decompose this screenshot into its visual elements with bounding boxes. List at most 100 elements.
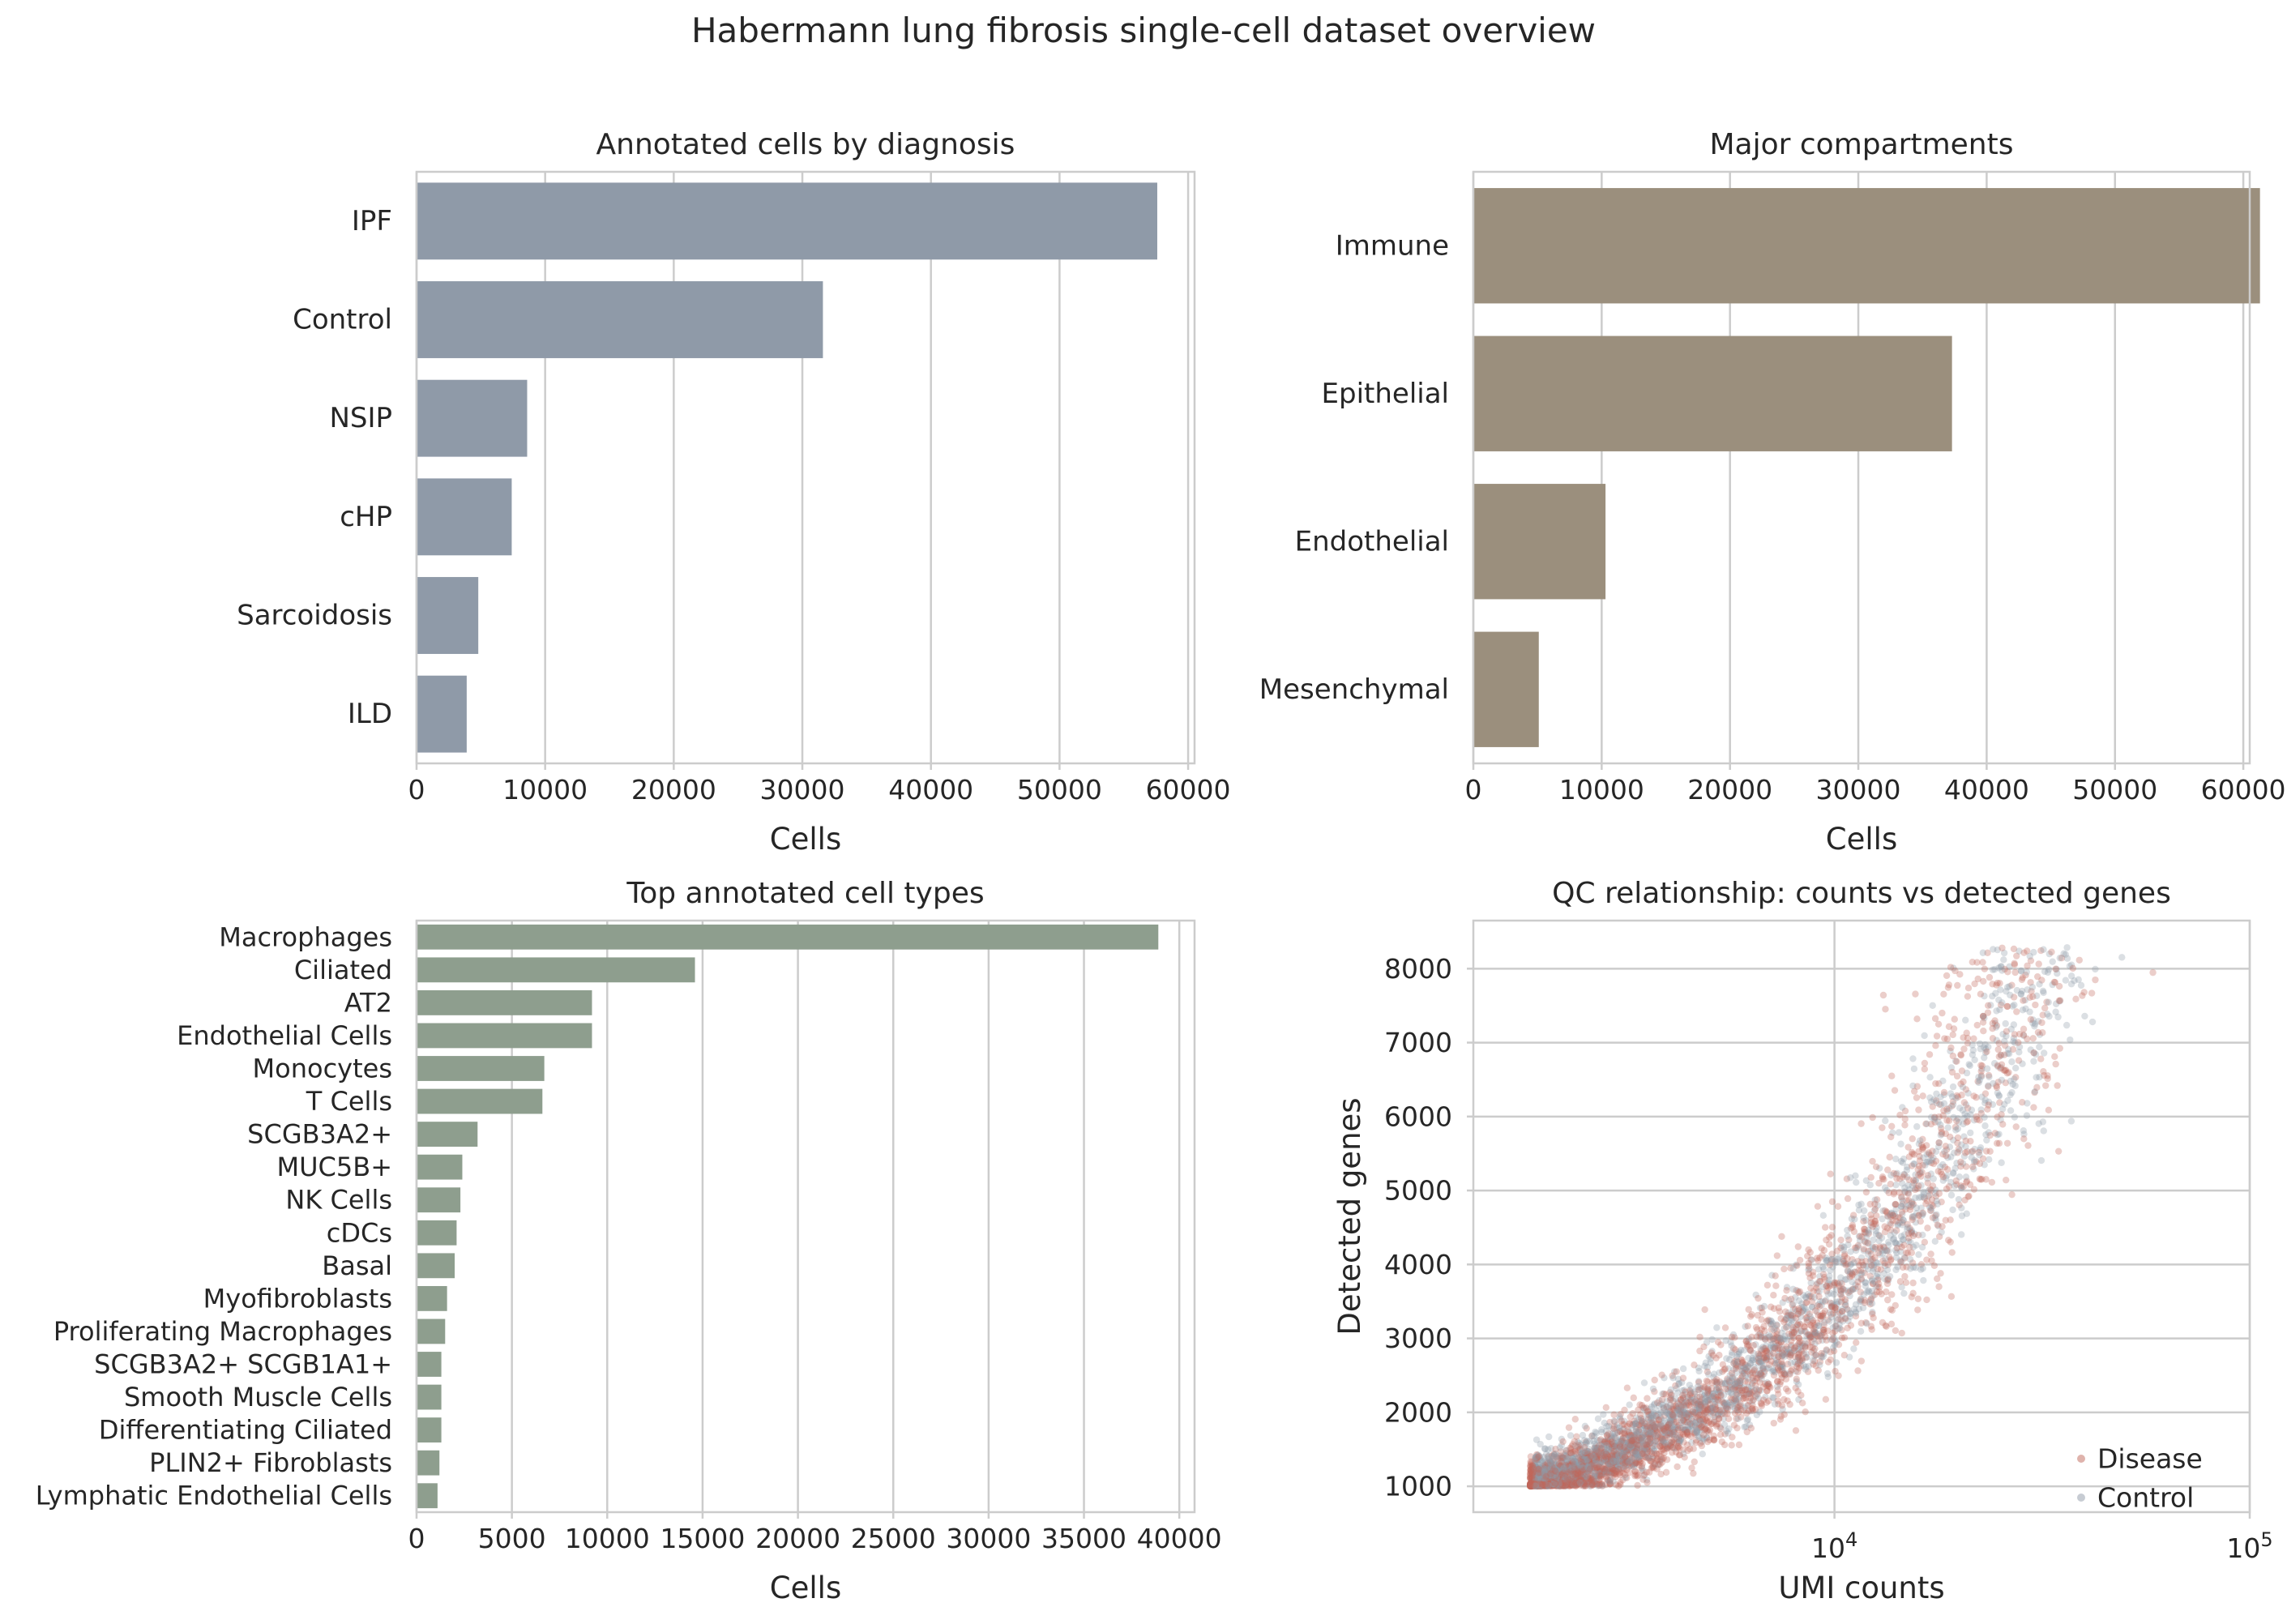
bar-chp — [417, 478, 512, 556]
point-disease — [1899, 1173, 1907, 1181]
point-disease — [1904, 1190, 1913, 1198]
y-tick-label: cDCs — [327, 1217, 392, 1248]
point-disease — [1690, 1469, 1697, 1477]
point-disease — [1662, 1423, 1670, 1431]
point-disease — [1634, 1481, 1641, 1489]
point-disease — [1679, 1374, 1687, 1382]
point-disease — [2030, 1104, 2037, 1111]
point-control — [1712, 1386, 1721, 1394]
point-disease — [1821, 1307, 1829, 1314]
point-disease — [1755, 1350, 1762, 1357]
point-disease — [1962, 1137, 1969, 1144]
point-control — [1983, 1136, 1990, 1144]
point-disease — [1839, 1285, 1847, 1293]
point-disease — [1647, 1430, 1654, 1438]
point-disease — [1611, 1434, 1618, 1442]
point-disease — [1669, 1444, 1677, 1451]
point-disease — [1915, 1212, 1923, 1219]
chart-title: Top annotated cell types — [626, 877, 984, 910]
point-disease — [1939, 1173, 1947, 1181]
point-control — [1756, 1366, 1764, 1374]
point-control — [1541, 1445, 1549, 1453]
point-disease — [1939, 1009, 1946, 1017]
point-disease — [1558, 1482, 1566, 1489]
point-disease — [1931, 1118, 1939, 1126]
point-disease — [1943, 1146, 1951, 1153]
point-control — [1753, 1386, 1760, 1393]
point-control — [1716, 1386, 1723, 1394]
point-disease — [1890, 1189, 1898, 1196]
point-control — [1836, 1297, 1843, 1306]
point-control — [1862, 1279, 1870, 1287]
point-disease — [1699, 1431, 1708, 1439]
point-control — [1770, 1326, 1777, 1333]
point-disease — [1829, 1310, 1837, 1317]
y-tick-label: Endothelial — [1295, 525, 1449, 558]
point-disease — [1929, 1147, 1936, 1155]
point-control — [1742, 1323, 1749, 1331]
point-control — [1967, 1111, 1974, 1118]
point-disease — [1888, 1122, 1896, 1130]
point-disease — [1792, 1326, 1800, 1333]
point-control — [2011, 1064, 2020, 1072]
point-disease — [1677, 1402, 1685, 1410]
point-control — [1639, 1416, 1647, 1423]
point-disease — [1618, 1430, 1626, 1438]
point-disease — [1780, 1265, 1788, 1273]
point-disease — [1806, 1249, 1814, 1256]
point-control — [1534, 1481, 1542, 1488]
point-control — [1962, 1173, 1970, 1181]
point-disease — [1644, 1395, 1651, 1402]
bar-macrophages — [417, 924, 1159, 950]
point-disease — [1758, 1402, 1766, 1410]
point-control — [1897, 1157, 1905, 1165]
point-control — [2063, 944, 2071, 951]
point-control — [1959, 1106, 1967, 1114]
point-disease — [1873, 1212, 1880, 1220]
point-disease — [1776, 1308, 1784, 1315]
point-disease — [1528, 1477, 1537, 1485]
point-disease — [1724, 1410, 1731, 1417]
point-disease — [1537, 1482, 1545, 1489]
point-control — [1699, 1450, 1706, 1458]
point-control — [1808, 1303, 1816, 1310]
point-control — [2004, 1049, 2011, 1058]
point-control — [1882, 1255, 1889, 1263]
bar-smooth-muscle-cells — [417, 1384, 442, 1410]
point-disease — [1574, 1463, 1582, 1470]
point-control — [1542, 1481, 1550, 1488]
point-disease — [1695, 1421, 1703, 1428]
point-control — [2035, 1120, 2042, 1127]
point-disease — [1669, 1416, 1676, 1424]
point-disease — [1919, 1092, 1926, 1100]
point-disease — [1954, 1149, 1961, 1156]
point-disease — [2041, 1004, 2049, 1012]
point-control — [2118, 954, 2126, 961]
point-disease — [1701, 1306, 1708, 1314]
point-control — [1744, 1363, 1752, 1370]
point-control — [1833, 1298, 1840, 1306]
point-disease — [1580, 1472, 1588, 1480]
point-control — [1840, 1246, 1848, 1254]
point-control — [1862, 1282, 1870, 1290]
point-disease — [1553, 1477, 1561, 1485]
point-control — [1532, 1479, 1539, 1486]
point-control — [1971, 1158, 1978, 1166]
point-control — [1624, 1442, 1632, 1449]
bar-muc5b- — [417, 1154, 463, 1180]
point-control — [1734, 1395, 1742, 1404]
point-control — [2007, 1107, 2015, 1114]
point-control — [1635, 1416, 1643, 1423]
point-control — [1767, 1344, 1775, 1352]
bar-ild — [417, 675, 467, 753]
point-disease — [1935, 1233, 1943, 1241]
point-disease — [1562, 1479, 1569, 1487]
point-control — [1783, 1314, 1790, 1323]
y-tick-label: MUC5B+ — [277, 1152, 393, 1182]
point-disease — [1915, 1147, 1922, 1156]
point-disease — [1545, 1481, 1553, 1489]
point-control — [1769, 1336, 1776, 1343]
point-disease — [1601, 1448, 1609, 1456]
point-disease — [1971, 980, 1978, 988]
point-control — [1832, 1286, 1840, 1293]
